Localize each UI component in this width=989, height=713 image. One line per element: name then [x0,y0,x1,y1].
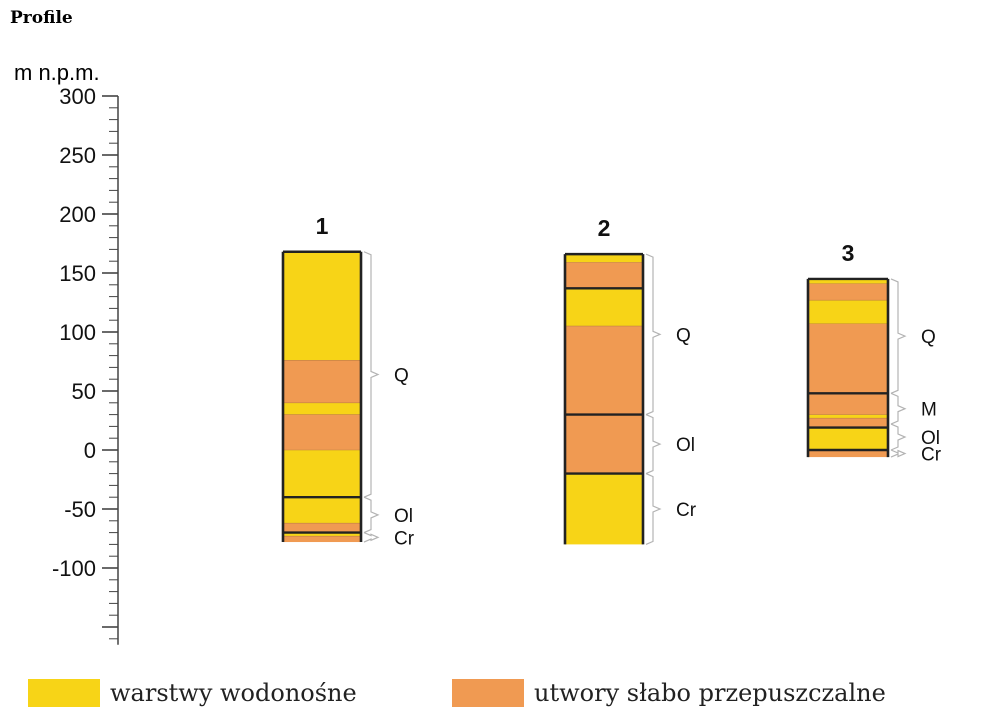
unit-brace [363,532,380,543]
layer-low-permeability [565,326,643,415]
legend-swatch-low-permeability [452,679,524,707]
profile-column-2: 2 Q Ol Cr [563,215,697,545]
unit-brace [890,278,907,394]
elevation-axis: 300 250 200 150 100 50 0 -50 -100 [52,84,119,645]
layer-aquifer [283,532,361,537]
unit-label: Ol [676,435,695,456]
unit-brace [645,253,662,416]
layer-aquifer [283,497,361,524]
axis-tick-label: 250 [59,143,96,168]
profile-label: 1 [316,213,329,239]
unit-label: Cr [394,528,415,549]
layer-aquifer [283,402,361,415]
layer-low-permeability [283,523,361,533]
unit-brace [645,414,662,475]
layer-low-permeability [808,283,888,301]
layer-low-permeability [283,536,361,543]
unit-brace [890,392,907,425]
axis-unit-label: m n.p.m. [14,60,100,85]
unit-brace [890,423,907,451]
unit-label: Q [394,365,409,386]
unit-label: Cr [676,500,697,521]
profile-label: 2 [598,215,611,241]
unit-label: Ol [921,428,940,449]
layer-low-permeability [808,393,888,415]
unit-label: Q [676,325,691,346]
layer-aquifer [808,278,888,284]
legend-label-low-permeability: utwory słabo przepuszczalne [534,679,886,707]
layer-aquifer [808,300,888,324]
layer-low-permeability [808,450,888,458]
axis-tick-label: 200 [59,202,96,227]
layer-aquifer [565,473,643,545]
unit-brace [645,473,662,545]
layer-aquifer [283,450,361,498]
unit-brace [363,496,380,534]
layer-aquifer [808,427,888,450]
layer-low-permeability [565,262,643,289]
legend-label-aquifer: warstwy wodonośne [110,679,357,707]
layer-low-permeability [283,360,361,403]
axis-tick-label: 300 [59,84,96,109]
unit-brace [363,251,380,498]
layer-low-permeability [283,414,361,450]
layer-aquifer [283,251,361,361]
layer-aquifer [565,288,643,327]
legend-item-aquifer: warstwy wodonośne [28,678,357,708]
legend-item-low-permeability: utwory słabo przepuszczalne [452,678,886,708]
profile-label: 3 [842,240,855,266]
unit-label: Ol [394,506,413,527]
axis-tick-label: 150 [59,261,96,286]
axis-tick-label: -100 [52,556,96,581]
axis-tick-label: 0 [84,438,96,463]
unit-label: Cr [921,445,942,466]
layer-aquifer [565,254,643,263]
figure-title: Profile [10,8,73,28]
unit-brace [890,449,907,458]
unit-label: M [921,400,937,421]
layer-low-permeability [808,323,888,394]
axis-tick-label: 50 [72,379,96,404]
axis-tick-label: -50 [64,497,96,522]
layer-low-permeability [808,418,888,428]
layer-low-permeability [565,414,643,474]
unit-label: Q [921,327,936,348]
layer-aquifer [808,414,888,419]
axis-tick-label: 100 [59,320,96,345]
legend-swatch-aquifer [28,679,100,707]
